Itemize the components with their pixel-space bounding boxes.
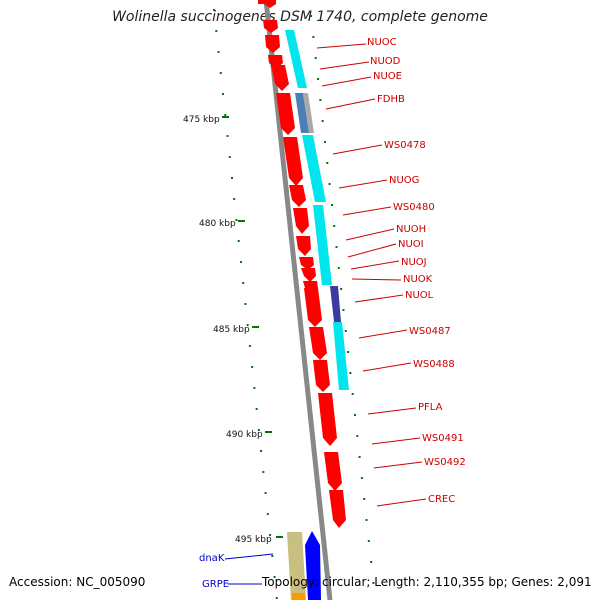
leader-line bbox=[347, 243, 397, 258]
leader-line bbox=[342, 206, 392, 216]
gene-label-nuoe[interactable]: NUOE bbox=[373, 71, 402, 82]
cog-band-fdhb-grey bbox=[303, 93, 314, 133]
gene-arrow bbox=[324, 452, 342, 491]
kbp-tick-label: 480 kbp bbox=[199, 219, 236, 229]
leader-line bbox=[367, 407, 417, 415]
gene-label-nuol[interactable]: NUOL bbox=[405, 290, 434, 301]
gene-label-ws0487[interactable]: WS0487 bbox=[409, 326, 451, 337]
leader-line bbox=[338, 179, 388, 189]
leader-line bbox=[319, 61, 370, 70]
gene-arrow bbox=[301, 268, 316, 282]
gene-label-ws0478[interactable]: WS0478 bbox=[384, 140, 426, 151]
gene-arrow bbox=[283, 137, 303, 186]
cog-band-nuo-2 bbox=[302, 135, 326, 202]
gene-arrow bbox=[318, 393, 337, 446]
gene-label-dnak[interactable]: dnaK bbox=[199, 553, 225, 564]
leader-line bbox=[351, 278, 402, 281]
cog-band-nuol-purple bbox=[330, 286, 341, 322]
accession-label: Accession: NC_005090 bbox=[9, 575, 146, 589]
cog-band-nuo-3 bbox=[313, 205, 332, 285]
leader-line bbox=[354, 294, 404, 303]
leader-line bbox=[325, 98, 376, 110]
gene-label-ws0488[interactable]: WS0488 bbox=[413, 359, 455, 370]
kbp-tick-label: 490 kbp bbox=[226, 430, 263, 440]
gene-arrow bbox=[265, 35, 280, 53]
gene-label-crec[interactable]: CREC bbox=[428, 494, 455, 505]
map-title: Wolinella succinogenes DSM 1740, complet… bbox=[112, 9, 488, 25]
gene-label-ws0491[interactable]: WS0491 bbox=[422, 433, 464, 444]
minor-ticks-right bbox=[310, 15, 375, 584]
gene-label-nuoi[interactable]: NUOI bbox=[398, 239, 424, 250]
gene-arrow bbox=[293, 208, 309, 234]
kbp-scale: 475 kbp 480 kbp 485 kbp 490 kbp 495 kbp bbox=[183, 115, 283, 545]
gene-label-nuok[interactable]: NUOK bbox=[403, 274, 433, 285]
leader-line bbox=[376, 498, 427, 507]
gene-label-nuoj[interactable]: NUOJ bbox=[401, 257, 427, 268]
gene-label-nuog[interactable]: NUOG bbox=[389, 175, 419, 186]
gene-arrow bbox=[304, 288, 322, 327]
gene-label-ws0480[interactable]: WS0480 bbox=[393, 202, 435, 213]
leader-line bbox=[371, 437, 421, 445]
gene-arrow bbox=[313, 360, 330, 392]
gene-label-nuoc[interactable]: NUOC bbox=[367, 37, 397, 48]
cog-band-fdhb-blue bbox=[295, 93, 309, 133]
gene-arrow bbox=[309, 327, 327, 360]
leader-line bbox=[345, 228, 395, 241]
gene-arrow bbox=[329, 490, 346, 528]
leader-line bbox=[224, 553, 274, 560]
leader-line bbox=[350, 260, 400, 270]
cog-band-dnak-tan bbox=[287, 532, 306, 600]
gene-arrow-grpe-orange bbox=[292, 593, 305, 600]
gene-label-grpe[interactable]: GRPE bbox=[202, 579, 229, 590]
gene-label-pfla[interactable]: PFLA bbox=[418, 402, 443, 413]
gene-arrow bbox=[276, 93, 295, 135]
gene-label-nuoh[interactable]: NUOH bbox=[396, 224, 426, 235]
kbp-tick-label: 485 kbp bbox=[213, 325, 250, 335]
gene-labels: NUOC NUOD NUOE FDHB WS0478 NUOG WS0480 N… bbox=[199, 37, 466, 590]
gene-arrow bbox=[271, 65, 289, 91]
gene-arrow bbox=[299, 257, 314, 270]
gene-label-ws0492[interactable]: WS0492 bbox=[424, 457, 466, 468]
kbp-tick-label: 475 kbp bbox=[183, 115, 220, 125]
topology-label: Topology: circular; Length: 2,110,355 bp… bbox=[262, 575, 592, 589]
genome-backbone bbox=[263, 0, 333, 600]
gene-arrow bbox=[296, 236, 311, 256]
gene-arrow bbox=[263, 20, 278, 33]
leader-line bbox=[362, 362, 412, 372]
leader-line bbox=[373, 461, 423, 469]
gene-arrow bbox=[289, 185, 306, 207]
cog-band-nuo-1 bbox=[285, 30, 307, 88]
minor-ticks-left bbox=[213, 9, 278, 599]
gene-arrow bbox=[258, 0, 276, 8]
gene-label-nuod[interactable]: NUOD bbox=[370, 56, 401, 67]
leader-line bbox=[316, 43, 367, 49]
gene-label-fdhb[interactable]: FDHB bbox=[377, 94, 405, 105]
gene-arrow-dnak bbox=[305, 531, 321, 600]
leader-line bbox=[358, 329, 408, 339]
leader-line bbox=[332, 144, 383, 155]
leader-line bbox=[321, 76, 372, 87]
cog-band-nuo-4 bbox=[333, 322, 349, 390]
kbp-tick-label: 495 kbp bbox=[235, 535, 272, 545]
